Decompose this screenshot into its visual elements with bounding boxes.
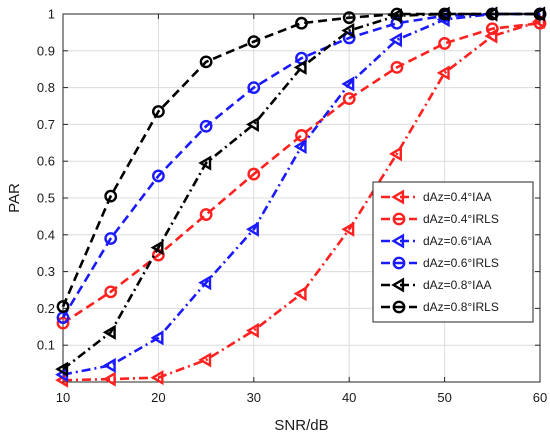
legend-marker xyxy=(392,212,406,226)
data-point xyxy=(55,361,69,377)
data-point xyxy=(436,65,450,81)
data-point xyxy=(245,322,259,339)
data-point xyxy=(293,286,307,302)
y-tick-label: 0.3 xyxy=(37,264,55,279)
data-point xyxy=(150,370,164,386)
x-tick-label: 20 xyxy=(151,390,165,405)
data-point xyxy=(342,11,356,25)
y-tick-label: 0.5 xyxy=(37,191,55,206)
y-tick-label: 0.7 xyxy=(37,117,55,132)
series-6 xyxy=(56,7,547,313)
legend-entry: dAz=0.4°IRLS xyxy=(381,212,499,226)
legend-entry: dAz=0.8°IRLS xyxy=(381,300,499,314)
data-point xyxy=(245,221,259,237)
legend-entry: dAz=0.6°IAA xyxy=(381,233,492,249)
legend-marker xyxy=(391,277,405,293)
legend-entry: dAz=0.4°IAA xyxy=(381,189,492,205)
y-tick-label: 0.9 xyxy=(37,43,55,58)
series-line xyxy=(62,12,540,376)
series-group xyxy=(55,6,547,388)
data-point xyxy=(56,300,70,313)
data-point xyxy=(295,16,308,30)
data-point xyxy=(533,7,547,21)
data-point xyxy=(342,92,356,106)
data-point xyxy=(485,22,499,36)
data-point xyxy=(247,35,261,48)
axis-ticks: 10 20 30 40 50 60 0.1 0.2 0.3 0.4 0.5 0.6 0.7 0.8 0.9 1 xyxy=(37,7,547,406)
legend-marker xyxy=(392,300,406,314)
data-point xyxy=(199,119,213,133)
data-point xyxy=(199,55,213,69)
x-tick-label: 50 xyxy=(437,390,451,405)
data-point xyxy=(247,167,261,181)
data-point xyxy=(150,330,164,346)
legend-marker xyxy=(392,256,406,270)
data-point xyxy=(484,6,498,22)
series-line xyxy=(62,20,541,382)
legend-marker xyxy=(391,189,405,205)
data-point xyxy=(198,275,212,291)
data-point xyxy=(390,7,404,21)
x-tick-label: 60 xyxy=(533,390,547,405)
data-point xyxy=(389,32,402,48)
series-2 xyxy=(56,16,547,330)
series-line xyxy=(62,21,541,325)
data-point xyxy=(151,169,165,183)
legend-label: dAz=0.6°IRLS xyxy=(423,256,499,270)
x-tick-label: 30 xyxy=(247,390,261,405)
data-point xyxy=(151,105,165,118)
legend-label: dAz=0.4°IAA xyxy=(423,190,492,204)
legend: dAz=0.4°IAA dAz=0.4°IRLS dAz=0.6°IAA dAz=0.… xyxy=(372,181,534,323)
data-point xyxy=(532,6,546,22)
y-tick-label: 0.1 xyxy=(37,338,55,353)
data-point xyxy=(485,7,499,21)
data-point xyxy=(104,285,118,299)
legend-label: dAz=0.6°IAA xyxy=(423,234,492,248)
y-axis-title: PAR xyxy=(6,183,23,213)
data-point xyxy=(341,221,355,237)
legend-entry: dAz=0.8°IAA xyxy=(381,277,492,293)
legend-entry: dAz=0.6°IRLS xyxy=(381,256,499,270)
data-point xyxy=(198,352,212,368)
x-axis-title: SNR/dB xyxy=(274,417,328,434)
data-point xyxy=(389,146,402,162)
data-point xyxy=(104,189,118,203)
legend-label: dAz=0.8°IAA xyxy=(423,278,492,292)
legend-label: dAz=0.8°IRLS xyxy=(423,300,499,314)
data-point xyxy=(293,138,307,155)
data-point xyxy=(56,316,70,330)
legend-marker xyxy=(391,233,405,249)
data-point xyxy=(341,76,355,92)
data-point xyxy=(438,37,451,50)
data-point xyxy=(247,81,261,95)
y-tick-label: 0.8 xyxy=(37,80,55,95)
data-point xyxy=(102,357,116,373)
data-point xyxy=(390,60,404,74)
y-tick-label: 1 xyxy=(48,7,55,22)
y-tick-label: 0.6 xyxy=(37,154,55,169)
data-point xyxy=(245,116,259,132)
data-point xyxy=(199,208,213,221)
y-tick-label: 0.2 xyxy=(37,301,55,316)
data-point xyxy=(295,129,308,142)
series-line xyxy=(61,12,540,308)
data-point xyxy=(102,324,116,340)
data-point xyxy=(438,7,451,21)
data-point xyxy=(102,371,116,387)
x-tick-label: 10 xyxy=(56,390,70,405)
y-tick-label: 0.4 xyxy=(37,227,55,242)
data-point xyxy=(150,240,164,256)
x-tick-label: 40 xyxy=(342,390,356,405)
data-point xyxy=(198,155,212,171)
data-point xyxy=(341,23,355,39)
legend-box xyxy=(372,181,534,323)
data-point xyxy=(293,59,307,75)
legend-label: dAz=0.4°IRLS xyxy=(423,212,499,226)
data-point xyxy=(104,232,118,245)
